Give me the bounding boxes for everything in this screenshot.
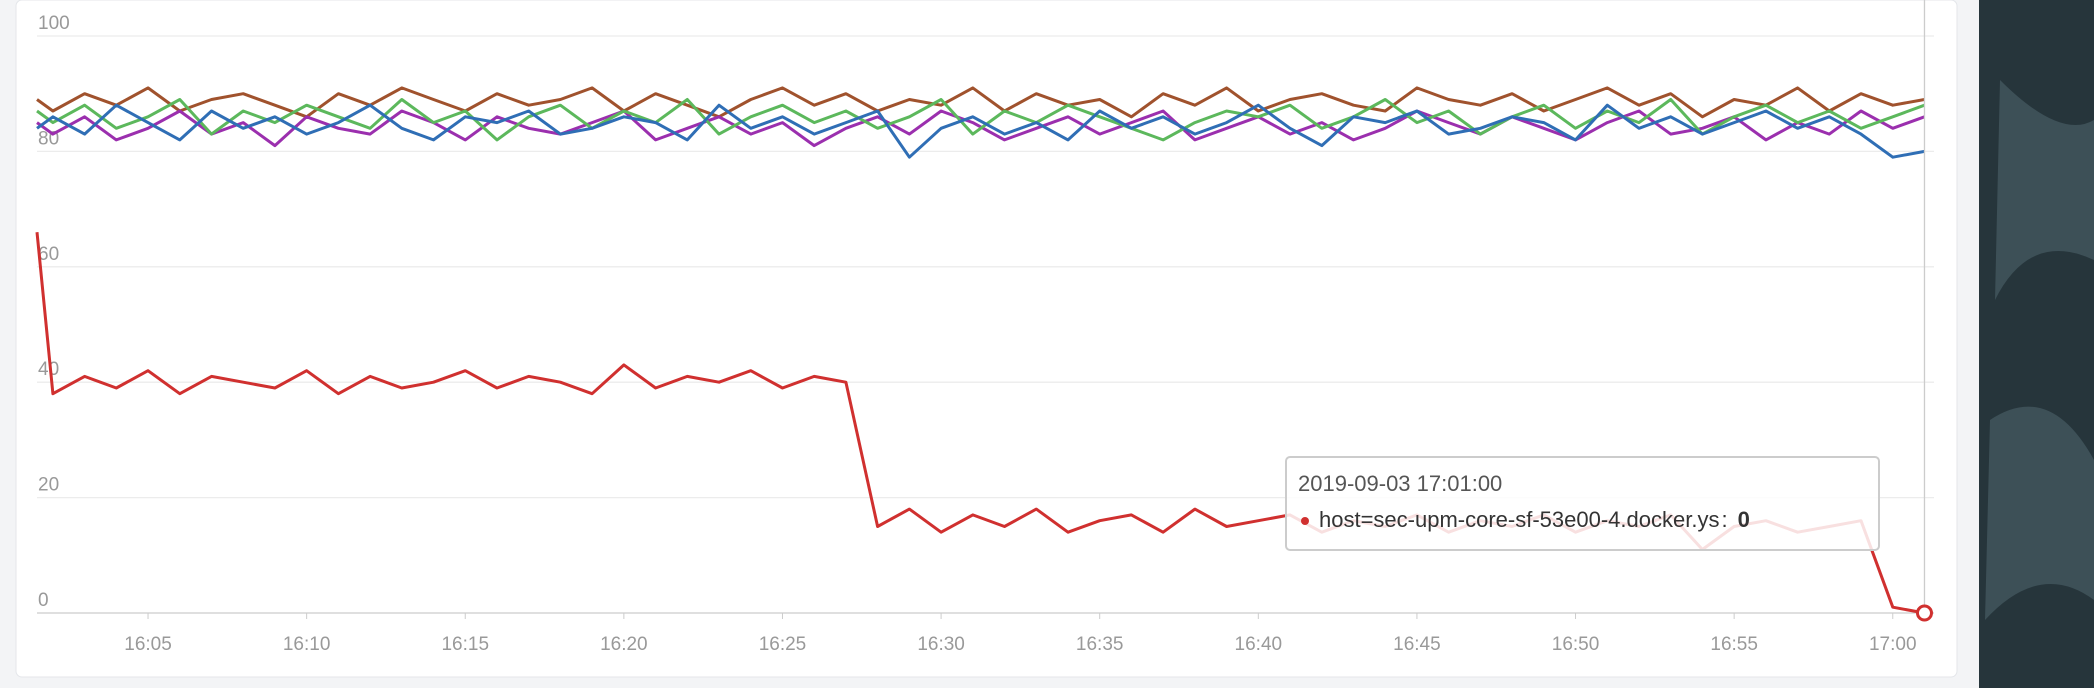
x-tick-label: 16:20 xyxy=(600,634,648,655)
x-tick-label: 16:40 xyxy=(1235,634,1283,655)
x-tick-label: 16:45 xyxy=(1393,634,1441,655)
tooltip-separator: : xyxy=(1721,507,1727,532)
x-tick-label: 16:35 xyxy=(1076,634,1124,655)
x-tick-label: 16:15 xyxy=(441,634,489,655)
series-line xyxy=(36,103,1925,159)
y-tick-label: 20 xyxy=(38,475,59,496)
y-tick-label: 100 xyxy=(38,13,70,34)
tooltip-value: 0 xyxy=(1738,507,1750,532)
y-tick-label: 40 xyxy=(38,359,59,380)
series-line xyxy=(36,109,1926,148)
x-tick-label: 17:00 xyxy=(1869,634,1917,655)
x-tick-label: 16:10 xyxy=(283,634,331,655)
tooltip-series-name: host=sec-upm-core-sf-53e00-4.docker.ys xyxy=(1319,507,1719,532)
side-image-shade xyxy=(1985,80,2094,620)
tooltip: 2019-09-03 17:01:00 host=sec-upm-core-sf-… xyxy=(1285,456,1880,551)
series-line xyxy=(36,86,1925,119)
x-tick-label: 16:50 xyxy=(1552,634,1600,655)
x-tick-label: 16:05 xyxy=(124,634,172,655)
x-tick-label: 16:55 xyxy=(1710,634,1758,655)
tooltip-row: host=sec-upm-core-sf-53e00-4.docker.ys: 0 xyxy=(1319,507,1750,532)
hover-point xyxy=(1915,604,1933,622)
tooltip-dot xyxy=(1301,517,1309,525)
y-tick-label: 60 xyxy=(38,244,59,265)
x-tick-label: 16:30 xyxy=(917,634,965,655)
y-tick-label: 0 xyxy=(38,590,49,611)
tooltip-title: 2019-09-03 17:01:00 xyxy=(1298,471,1502,496)
tooltip-box xyxy=(1285,456,1880,551)
x-tick-label: 16:25 xyxy=(759,634,807,655)
series-line xyxy=(36,98,1926,142)
